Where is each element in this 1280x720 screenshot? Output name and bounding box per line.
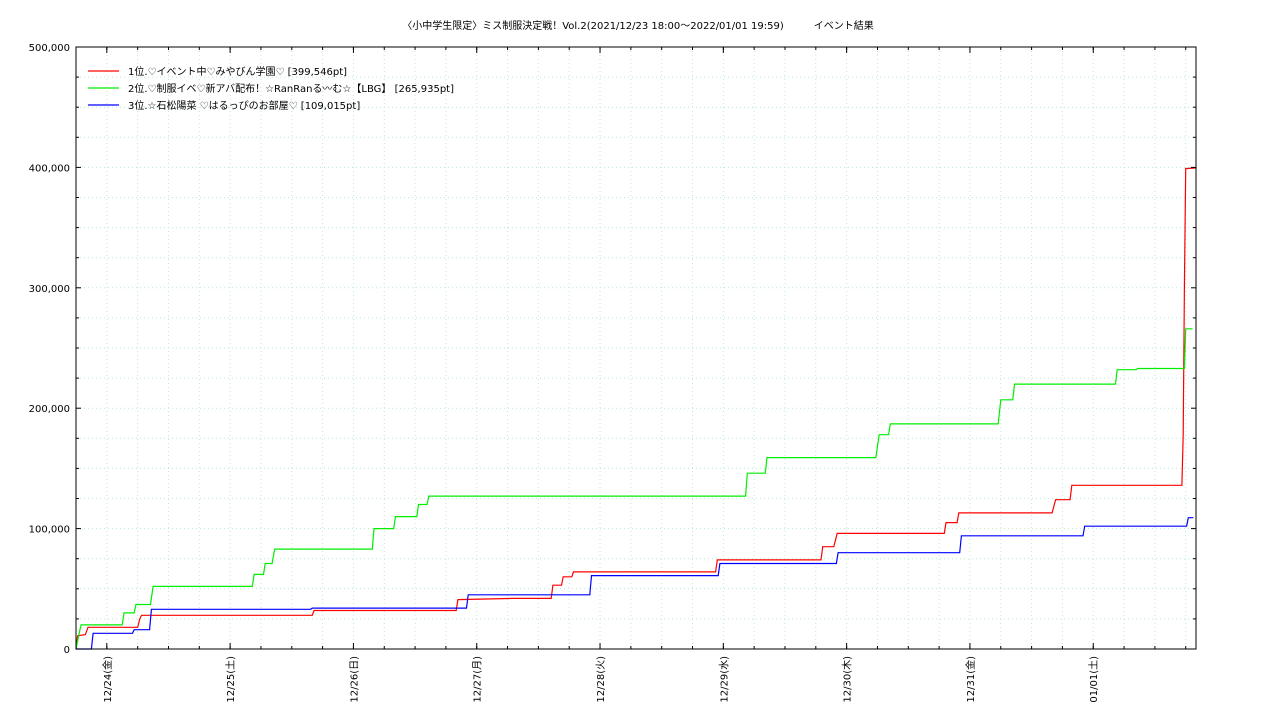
x-tick-label: 12/29(水) xyxy=(718,656,730,703)
x-tick-label: 12/30(木) xyxy=(842,656,854,703)
legend-label-2: 2位.♡制服イベ♡新アバ配布！☆RanRanる〰む☆【LBG】 [265,935… xyxy=(128,82,454,95)
x-tick-label: 12/25(土) xyxy=(224,656,237,703)
x-tick-label: 12/27(月) xyxy=(472,656,484,703)
y-tick-label: 400,000 xyxy=(29,163,70,174)
series-lines xyxy=(75,167,1197,650)
y-tick-label: 200,000 xyxy=(29,404,70,415)
y-tick-label: 300,000 xyxy=(29,284,70,295)
y-tick-label: 100,000 xyxy=(29,525,70,536)
series-line-2 xyxy=(75,328,1193,650)
grid xyxy=(76,47,1196,649)
y-tick-label: 0 xyxy=(64,645,70,656)
y-tick-label: 500,000 xyxy=(29,43,70,54)
series-line-3 xyxy=(76,517,1194,650)
legend-label-3: 3位.☆石松陽菜 ♡はるっぴのお部屋♡ [109,015pt] xyxy=(128,99,360,112)
x-tick-label: 12/24(金) xyxy=(101,656,114,703)
series-line-1 xyxy=(75,167,1197,650)
x-tick-label: 12/26(日) xyxy=(349,656,360,703)
legend: 1位.♡イベント中♡みやびん学園♡ [399,546pt] 2位.♡制服イベ♡新ア… xyxy=(88,65,454,112)
axis-ticks: 0 100,000 200,000 300,000 400,000 500,000 12/2… xyxy=(29,43,1196,703)
x-tick-label: 12/28(火) xyxy=(595,656,607,703)
x-tick-label: 01/01(土) xyxy=(1087,656,1100,703)
chart-title: 〈小中学生限定〉ミス制服決定戦！Vol.2(2021/12/23 18:00～2… xyxy=(402,19,874,32)
legend-label-1: 1位.♡イベント中♡みやびん学園♡ [399,546pt] xyxy=(128,65,347,78)
x-tick-label: 12/31(金) xyxy=(964,656,977,703)
